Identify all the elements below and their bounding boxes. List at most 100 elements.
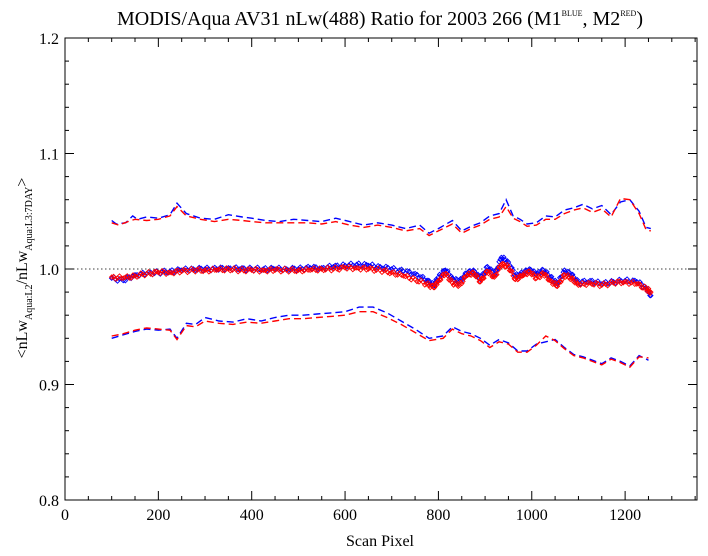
data-point: [165, 269, 171, 276]
data-point: [235, 268, 241, 275]
data-point: [320, 267, 327, 274]
data-point: [477, 278, 484, 285]
data-point: [451, 280, 458, 287]
data-point: [575, 282, 582, 289]
data-point: [443, 271, 450, 277]
data-point: [436, 276, 443, 283]
data-point: [567, 276, 574, 283]
envelope-lower-line: [111, 306, 649, 367]
data-point: [402, 273, 409, 280]
data-point: [176, 269, 183, 276]
data-point: [184, 269, 191, 276]
data-point: [431, 284, 438, 291]
data-point: [270, 268, 276, 275]
data-point: [493, 271, 500, 278]
data-point: [332, 262, 339, 269]
data-point: [285, 267, 292, 274]
data-point: [585, 279, 592, 286]
data-point: [359, 264, 366, 271]
data-point: [305, 267, 311, 273]
data-point: [200, 268, 206, 275]
data-point: [568, 275, 575, 282]
data-point: [414, 271, 420, 278]
data-point: [618, 280, 625, 287]
data-point: [614, 278, 621, 285]
data-series: [108, 197, 654, 369]
data-point: [126, 275, 133, 281]
data-point: [481, 275, 487, 282]
data-point: [143, 270, 150, 277]
data-point: [215, 266, 222, 273]
data-point: [418, 274, 424, 280]
data-point: [202, 267, 208, 274]
data-point: [423, 281, 430, 287]
data-point: [430, 284, 437, 291]
data-point: [612, 280, 619, 286]
data-point: [596, 283, 603, 290]
data-point: [227, 267, 234, 274]
data-point: [573, 278, 579, 285]
data-point: [390, 269, 397, 275]
y-axis-label: <nLwAqua:L2/nLwAqua:L3:7DAY>: [14, 178, 35, 359]
data-point: [640, 285, 646, 291]
data-point: [555, 279, 562, 286]
x-tick-label: 200: [146, 507, 170, 524]
data-point: [526, 268, 533, 275]
data-point: [647, 289, 654, 295]
data-point: [455, 279, 462, 286]
data-point: [338, 264, 345, 271]
data-point: [349, 266, 356, 273]
data-point: [416, 279, 422, 285]
x-tick-label: 400: [240, 507, 264, 524]
data-point: [628, 279, 634, 286]
data-point: [526, 266, 533, 272]
data-point: [469, 269, 476, 276]
y-tick-label: 0.9: [39, 378, 59, 395]
data-point: [244, 266, 251, 272]
data-point: [353, 261, 360, 268]
data-point: [485, 270, 492, 277]
data-point: [120, 275, 127, 282]
data-point: [351, 265, 358, 271]
x-tick-label: 1000: [516, 507, 548, 524]
series-layer: [108, 197, 654, 369]
y-tick-label: 1.0: [39, 262, 59, 279]
data-point: [635, 280, 642, 287]
data-point: [112, 276, 119, 282]
plot-frame: [64, 37, 698, 501]
data-point: [206, 268, 212, 275]
data-point: [500, 254, 507, 261]
data-point: [141, 271, 148, 278]
y-tick-label: 0.8: [39, 493, 59, 510]
data-point: [256, 269, 263, 275]
x-axis-label: Scan Pixel: [346, 533, 415, 550]
data-point: [371, 268, 378, 275]
data-point: [563, 273, 570, 279]
data-point: [499, 260, 506, 267]
data-point: [444, 272, 451, 279]
data-point: [392, 272, 399, 278]
axis-ticks: 0 200 400 600 800 1000 1200 0.8 0.9 1.0 1.1 1.2: [39, 31, 697, 524]
data-point: [363, 267, 370, 273]
data-point: [328, 267, 335, 274]
envelope-upper-line: [111, 198, 651, 235]
envelope-upper-line: [111, 197, 651, 237]
data-point: [386, 270, 393, 277]
data-point: [479, 275, 486, 282]
data-point: [421, 282, 428, 288]
data-point: [435, 277, 442, 284]
data-point: [455, 283, 462, 290]
data-point: [295, 267, 302, 274]
data-point: [647, 292, 653, 299]
data-point: [538, 271, 544, 278]
data-point: [381, 267, 387, 274]
data-point: [266, 266, 273, 273]
data-point: [555, 280, 562, 287]
data-point: [194, 266, 201, 273]
envelope-lower-line: [111, 311, 649, 369]
data-point: [134, 274, 140, 280]
data-point: [518, 273, 525, 279]
data-point: [559, 276, 565, 283]
data-point: [460, 278, 466, 285]
